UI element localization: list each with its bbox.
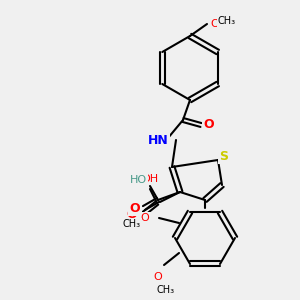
Text: HO: HO <box>129 175 147 185</box>
Text: O: O <box>130 202 140 214</box>
Text: HN: HN <box>148 134 168 146</box>
Text: O: O <box>204 118 214 131</box>
Text: OH: OH <box>141 174 159 184</box>
Text: O: O <box>127 208 137 221</box>
Text: O: O <box>141 213 149 223</box>
Text: O: O <box>211 19 219 29</box>
Text: CH₃: CH₃ <box>123 219 141 229</box>
Text: CH₃: CH₃ <box>218 16 236 26</box>
Text: CH₃: CH₃ <box>157 285 175 295</box>
Text: O: O <box>154 272 162 282</box>
Text: S: S <box>220 149 229 163</box>
